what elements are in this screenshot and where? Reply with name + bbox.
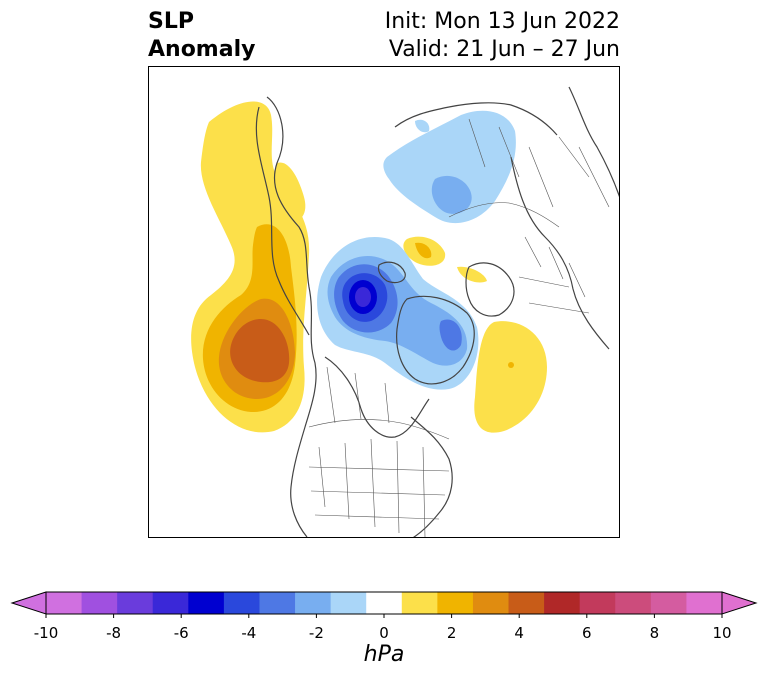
coast-labrador [410,416,453,537]
colorbar-extend-high [721,591,758,615]
colorbar-tick-label: -8 [106,624,122,642]
colorbar-segment [579,592,616,614]
coast-alaska [255,106,310,336]
coast-scandinavia [465,262,515,317]
colorbar-segment [117,592,154,614]
negative-anomaly-siberia [383,110,516,224]
init-date: Init: Mon 13 Jun 2022 [384,9,620,34]
coast-siberia [394,102,558,136]
country-borders [308,118,610,537]
coast-greenland [396,295,475,385]
colorbar-segment [330,592,367,614]
colorbar-tick-label: -10 [33,624,59,642]
colorbar-segment [615,592,652,614]
colorbar-segment [472,592,510,614]
neg-europe-patch [415,119,430,133]
colorbar-segment [152,592,189,614]
map-svg [191,86,619,537]
border-us-states-2 [308,466,450,520]
border-europe-1 [524,236,586,298]
colorbar-segment [401,592,438,614]
colorbar: -10 -8 -6 -4 -2 0 2 4 6 8 10 [0,584,768,642]
coast-europe [510,156,610,350]
colorbar-segment [366,592,403,614]
pos-arctic-patch-2 [457,266,487,283]
coast-north-america [266,96,317,537]
colorbar-extend-low [10,591,47,615]
colorbar-tick-label: 8 [649,624,660,642]
map-title-right: Init: Mon 13 Jun 2022 Valid: 21 Jun – 27… [385,8,620,64]
neg-siberia-mid [431,175,472,214]
pos-pacific-max [230,319,290,383]
colorbar-segment [650,592,687,614]
colorbar-segment [223,592,260,614]
neg-arctic-core [355,287,371,307]
neg-siberia-light [383,110,516,224]
pos-hudson-patch [274,162,306,220]
border-asia-2 [468,118,520,178]
pos-atlantic-light [474,321,547,433]
colorbar-tick-label: 4 [514,624,524,642]
border-russia [448,202,560,228]
positive-anomaly-arctic [403,236,487,283]
border-us-states-1 [318,438,426,537]
map-title-left: SLP Anomaly [148,8,255,64]
colorbar-tick-label: -2 [308,624,324,642]
coastlines [255,86,619,537]
border-asia-1 [528,136,610,208]
positive-anomaly-atlantic [474,321,547,433]
colorbar-unit-label: hPa [363,642,405,667]
valid-range: Valid: 21 Jun – 27 Jun [388,37,620,62]
colorbar-segment [81,592,118,614]
colorbar-segment [259,592,296,614]
colorbar-segment [544,592,581,614]
title-slp: SLP [148,9,194,34]
colorbar-segment [686,592,723,614]
coast-east-asia [568,86,619,198]
colorbar-segment [508,592,545,614]
map-panel [148,66,620,538]
colorbar-tick-label: 2 [446,624,457,642]
pos-arctic-patch-1-mid [415,242,432,259]
colorbar-segment [295,592,332,614]
title-anomaly: Anomaly [148,37,256,62]
colorbar-tick-label: 0 [379,624,389,642]
colorbar-tick-label: -6 [173,624,189,642]
colorbar-svg [10,591,758,618]
negative-anomaly-arctic [317,236,479,390]
coast-hudson-bay [324,356,430,438]
neg-greenland-strong [439,319,462,351]
coast-arctic-islands [377,261,406,284]
colorbar-segment [46,592,83,614]
colorbar-tick-label: 6 [582,624,592,642]
colorbar-tick-label: 10 [712,624,732,642]
colorbar-tick-label: -4 [241,624,257,642]
colorbar-segment [437,592,474,614]
border-us-canada [308,419,450,440]
border-canada-provinces [326,366,390,424]
colorbar-segment [188,592,225,614]
pos-atlantic-center [508,362,514,368]
border-europe-2 [518,276,590,314]
positive-anomaly-pacific [191,101,310,433]
